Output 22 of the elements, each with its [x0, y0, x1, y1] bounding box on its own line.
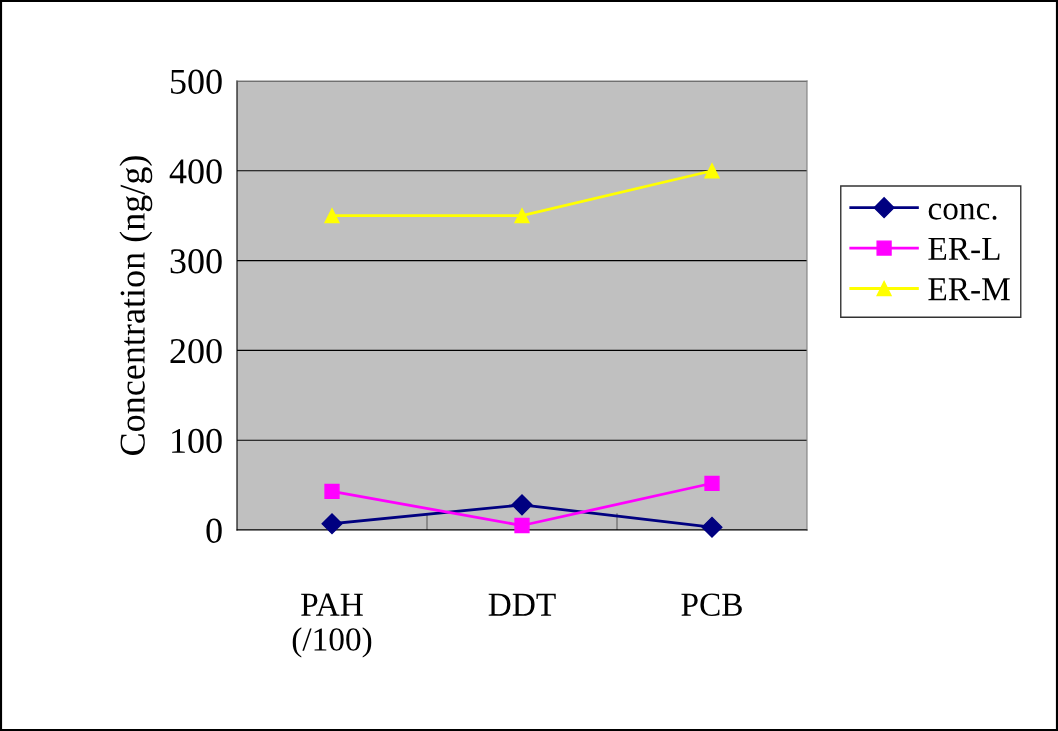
y-tick-label: 400 — [169, 159, 222, 184]
point — [514, 208, 530, 224]
point — [324, 208, 340, 224]
y-tick-label: 100 — [172, 428, 222, 454]
point — [701, 516, 723, 538]
legend-label: conc. — [928, 203, 997, 220]
point — [511, 494, 533, 516]
x-tick-label: PAH (/100) — [292, 593, 372, 658]
y-axis-title: Concentration (ng/g) — [119, 156, 153, 455]
point — [321, 513, 343, 535]
point — [514, 517, 530, 534]
x-tick-label: DDT — [488, 593, 556, 616]
point — [704, 475, 720, 491]
y-tick-label: 500 — [171, 69, 222, 94]
y-tick-label: 200 — [170, 338, 222, 364]
legend-label: ER-M — [928, 278, 1010, 301]
y-tick-label: 300 — [170, 249, 222, 274]
x-tick-label: PCB — [681, 593, 742, 616]
y-tick-label: 0 — [206, 518, 222, 543]
legend-label: ER-L — [928, 237, 1000, 260]
point — [324, 483, 340, 500]
point — [704, 163, 720, 179]
